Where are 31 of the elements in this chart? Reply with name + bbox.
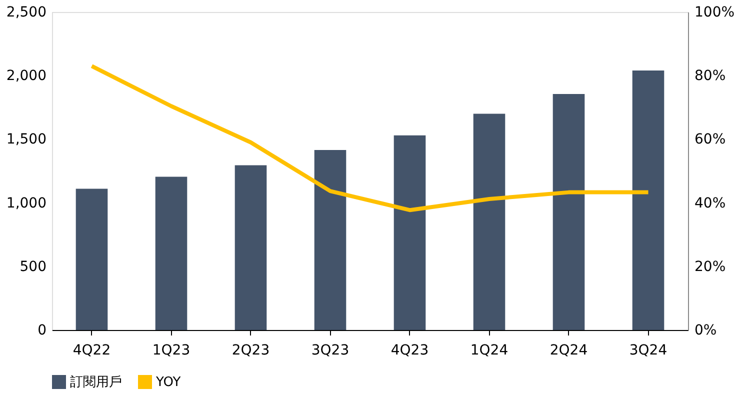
bar [394,135,426,330]
line-series [90,64,650,212]
x-tick-label: 3Q23 [311,342,350,358]
bar [155,176,188,330]
y-tick-label: 500 [20,258,46,275]
y2-tick-label: 80% [694,68,726,84]
x-tick-label: 2Q23 [232,342,270,358]
y-tick-label: 2,500 [6,4,46,20]
legend-label: YOY [155,375,181,390]
y-tick-label: 1,000 [6,195,46,212]
bar [552,94,585,330]
y2-tick-label: 60% [694,132,726,148]
y2-tick-label: 40% [694,195,726,212]
legend-label: 訂閱用戶 [70,375,122,390]
x-tick-label: 4Q23 [390,342,429,358]
x-tick-label: 2Q24 [550,342,588,358]
y-tick-label: 1,500 [6,132,46,148]
y2-tick-label: 0% [694,322,717,338]
y2-tick-label: 100% [694,4,735,20]
bar [314,150,346,330]
y2-tick-label: 20% [694,258,726,275]
bar [632,70,664,330]
x-tick-label: 3Q24 [629,342,668,358]
y-tick-label: 0 [38,322,46,338]
bar [473,114,506,330]
bar [76,188,108,330]
x-tick-label: 1Q24 [470,342,508,358]
bar [234,165,267,330]
x-tick-label: 1Q23 [152,342,190,358]
y-tick-label: 2,000 [6,68,46,84]
x-tick-label: 4Q22 [72,342,111,358]
